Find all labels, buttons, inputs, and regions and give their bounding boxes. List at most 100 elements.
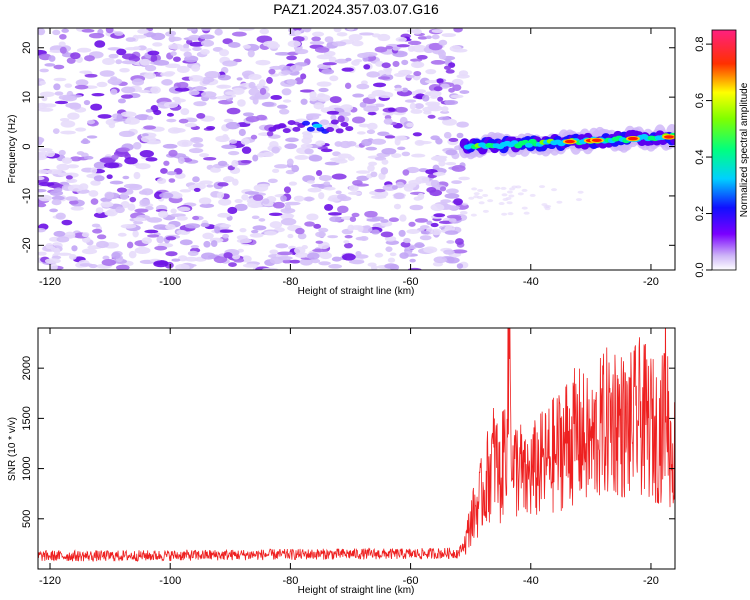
noise-blob: [508, 194, 515, 198]
noise-blob: [408, 183, 417, 187]
noise-blob: [371, 138, 387, 145]
noise-blob: [432, 164, 440, 171]
noise-blob: [394, 135, 408, 141]
noise-blob: [228, 150, 240, 156]
noise-blob: [90, 198, 99, 205]
noise-blob: [348, 184, 359, 192]
noise-blob: [115, 206, 125, 214]
noise-blob: [306, 180, 315, 184]
noise-blob: [52, 128, 60, 134]
noise-blob: [313, 102, 325, 110]
noise-blob: [359, 32, 374, 36]
noise-blob: [316, 81, 332, 87]
noise-blob: [347, 191, 362, 195]
noise-blob: [501, 193, 508, 197]
noise-blob: [300, 73, 307, 80]
noise-blob: [443, 131, 452, 139]
noise-blob: [38, 176, 45, 181]
noise-blob: [373, 103, 385, 108]
noise-blob: [473, 192, 480, 196]
noise-blob: [188, 34, 202, 41]
noise-blob: [266, 131, 274, 137]
noise-blob: [234, 199, 243, 204]
noise-blob: [406, 122, 414, 128]
signal-blob: [282, 128, 291, 134]
noise-blob: [284, 203, 291, 212]
noise-blob: [237, 248, 244, 253]
noise-blob: [160, 72, 168, 77]
noise-blob: [121, 86, 136, 94]
noise-blob: [192, 215, 200, 220]
noise-blob: [236, 238, 252, 244]
noise-blob: [218, 198, 232, 206]
noise-blob: [184, 223, 201, 229]
noise-blob: [423, 246, 438, 254]
noise-blob: [308, 154, 323, 162]
noise-blob: [66, 164, 80, 169]
noise-blob: [356, 131, 366, 135]
noise-blob: [176, 81, 189, 89]
signal-blob: [302, 120, 311, 126]
noise-blob: [448, 137, 459, 142]
noise-blob: [150, 86, 161, 94]
noise-blob: [193, 101, 207, 107]
noise-blob: [232, 178, 239, 186]
noise-blob: [374, 156, 387, 161]
signal-peak: [627, 136, 638, 141]
noise-blob: [409, 258, 416, 263]
noise-blob: [38, 251, 47, 256]
noise-blob: [427, 103, 440, 110]
noise-blob: [451, 164, 466, 172]
noise-blob: [366, 129, 376, 135]
noise-blob: [445, 69, 455, 74]
noise-blob: [381, 148, 397, 155]
noise-blob: [217, 160, 228, 167]
noise-blob: [86, 135, 98, 139]
noise-blob: [174, 87, 190, 92]
noise-blob: [352, 93, 365, 98]
noise-blob: [432, 171, 446, 176]
noise-blob: [302, 28, 312, 33]
snr-y-tick-label: 1000: [21, 456, 33, 480]
noise-blob: [443, 249, 455, 255]
noise-blob: [351, 212, 360, 218]
noise-blob: [144, 64, 157, 72]
noise-blob: [187, 250, 199, 256]
noise-blob: [176, 215, 188, 221]
snr-y-tick-label: 500: [21, 510, 33, 528]
noise-blob: [306, 213, 319, 221]
noise-blob: [410, 108, 423, 114]
noise-blob: [436, 78, 444, 84]
noise-blob: [348, 259, 365, 265]
noise-blob: [414, 103, 424, 110]
noise-blob: [373, 82, 387, 88]
noise-blob: [269, 65, 284, 70]
noise-blob: [412, 28, 422, 35]
noise-blob: [259, 28, 270, 35]
noise-blob: [355, 250, 362, 257]
noise-blob: [399, 214, 407, 222]
noise-blob: [371, 195, 387, 199]
noise-blob: [407, 267, 422, 270]
noise-blob: [328, 56, 337, 63]
noise-blob: [190, 244, 200, 249]
noise-blob: [445, 162, 457, 166]
noise-blob: [210, 240, 218, 247]
noise-blob: [468, 196, 475, 200]
noise-blob: [539, 185, 546, 189]
noise-blob: [179, 47, 192, 52]
noise-blob: [199, 180, 213, 185]
noise-blob: [255, 59, 271, 66]
noise-blob: [456, 121, 469, 128]
noise-blob: [288, 181, 298, 186]
noise-blob: [311, 36, 321, 42]
noise-blob: [75, 79, 89, 86]
noise-blob: [99, 70, 115, 77]
noise-blob: [374, 188, 386, 193]
noise-blob: [268, 212, 283, 216]
noise-blob: [277, 251, 293, 256]
colorbar: 0.0 0.2 0.4 0.6 0.8 Normalized spectral ampl…: [694, 29, 750, 278]
noise-blob: [250, 203, 263, 208]
noise-blob: [529, 193, 536, 197]
noise-blob: [192, 46, 202, 52]
